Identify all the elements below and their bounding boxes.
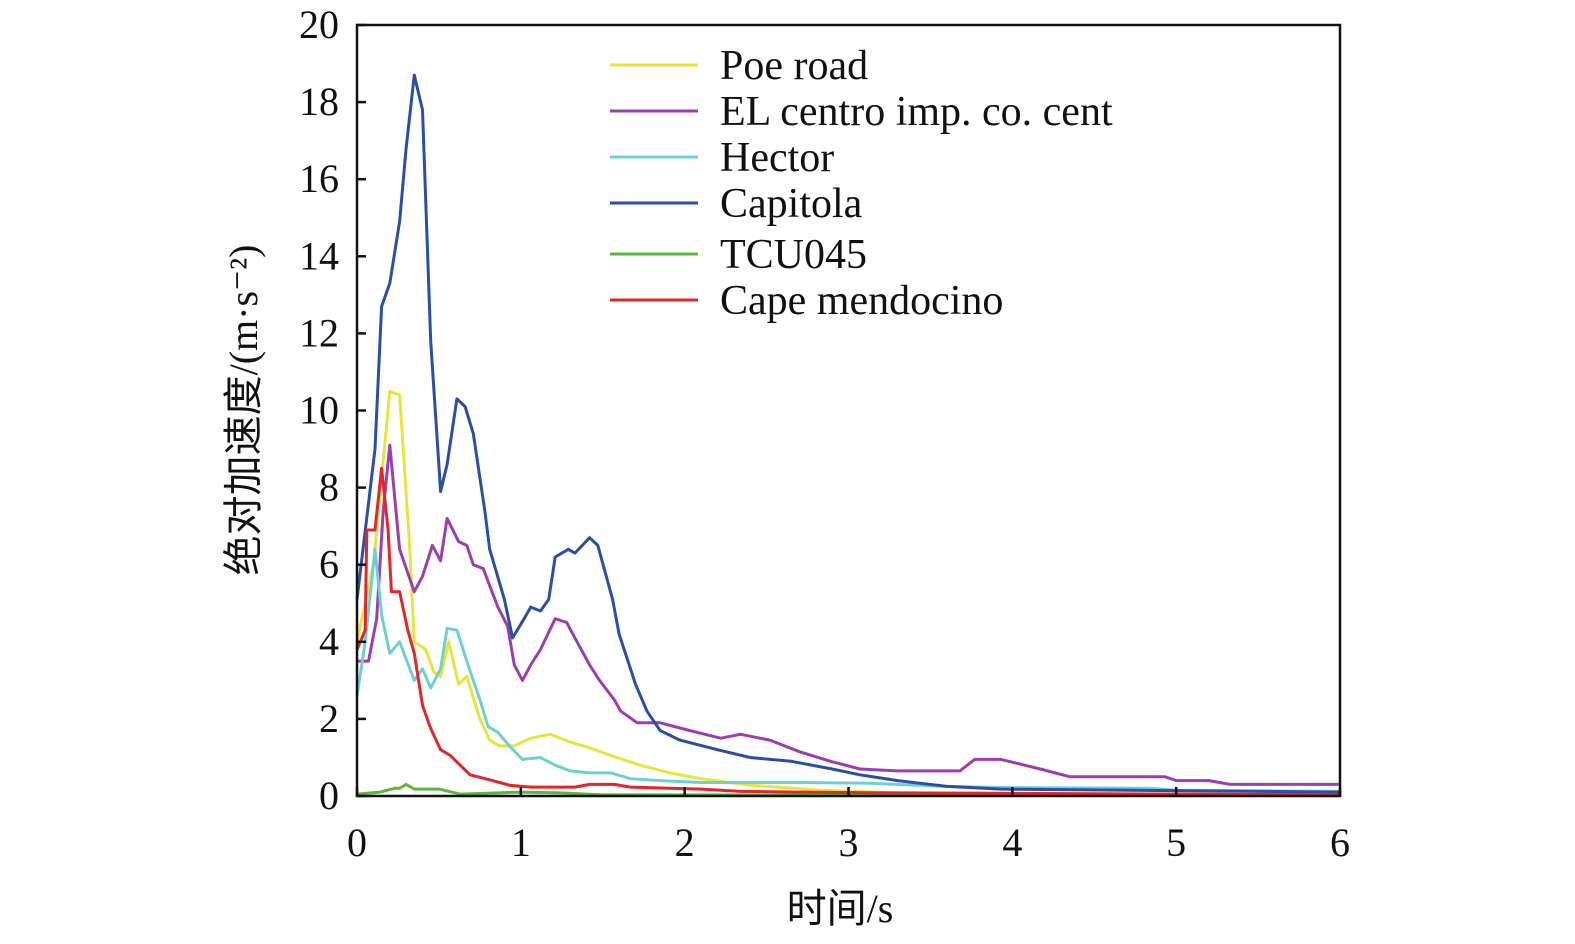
legend-label: Capitola	[720, 181, 863, 227]
y-tick-label: 4	[319, 619, 339, 664]
series-line-5	[355, 466, 1341, 797]
x-tick-label: 0	[347, 820, 367, 865]
x-tick-label: 2	[675, 820, 695, 865]
legend-label: Cape mendocino	[720, 278, 1003, 324]
legend-item: Capitola	[610, 181, 863, 227]
y-tick-label: 6	[319, 542, 339, 587]
x-tick-label: 4	[1002, 820, 1022, 865]
legend-label: TCU045	[720, 232, 867, 278]
x-tick-label: 6	[1330, 820, 1350, 865]
series-line-2	[355, 547, 1341, 793]
x-axis-label: 时间/s	[787, 886, 894, 931]
y-tick-label: 16	[299, 156, 339, 201]
y-tick-label: 0	[319, 773, 339, 818]
series-line-4	[356, 782, 1341, 798]
x-tick-label: 1	[511, 820, 531, 865]
legend-item: Hector	[610, 135, 834, 181]
series-line-1	[357, 443, 1340, 786]
series-layer	[355, 73, 1341, 798]
legend-item: Poe road	[610, 43, 868, 89]
legend-label: Hector	[720, 135, 834, 181]
series-line-3	[355, 73, 1341, 794]
y-tick-label: 10	[299, 388, 339, 433]
legend-item: TCU045	[610, 232, 867, 278]
y-tick-label: 8	[319, 465, 339, 510]
series-line-0	[355, 389, 1341, 797]
y-tick-label: 20	[299, 2, 339, 47]
y-tick-label: 14	[299, 233, 339, 278]
x-tick-label: 3	[839, 820, 859, 865]
legend-label: Poe road	[720, 43, 868, 89]
y-axis-label: 绝对加速度/(m·s⁻²)	[221, 245, 266, 576]
y-tick-label: 2	[319, 696, 339, 741]
plot-frame	[355, 23, 1342, 798]
legend-item: EL centro imp. co. cent	[610, 89, 1113, 135]
y-tick-label: 12	[299, 310, 339, 355]
y-tick-label: 18	[299, 79, 339, 124]
legend-item: Cape mendocino	[610, 278, 1003, 324]
legend-label: EL centro imp. co. cent	[720, 89, 1113, 135]
x-tick-label: 5	[1166, 820, 1186, 865]
